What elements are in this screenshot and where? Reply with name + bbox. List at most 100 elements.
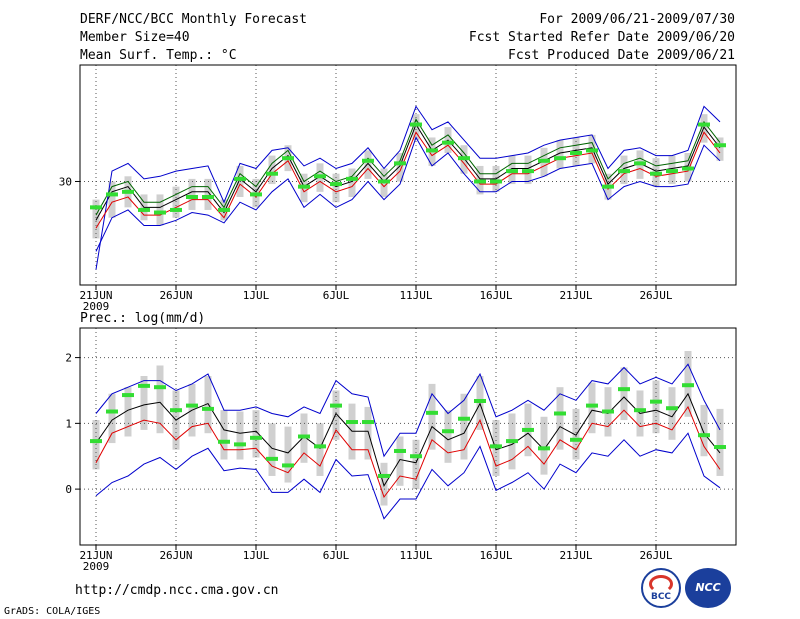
variable-label-temp: Mean Surf. Temp.: °C: [80, 48, 237, 63]
x-tick-label: 1JUL: [243, 289, 270, 302]
bcc-logo-text: BCC: [650, 592, 672, 602]
observation-marker: [650, 399, 662, 404]
observation-marker: [522, 427, 534, 432]
spread-bar: [156, 194, 164, 226]
observation-marker: [650, 171, 662, 176]
observation-marker: [346, 176, 358, 181]
observation-marker: [634, 408, 646, 413]
observation-marker: [266, 456, 278, 461]
source-url[interactable]: http://cmdp.ncc.cma.gov.cn: [75, 583, 279, 598]
spread-bar: [572, 408, 580, 460]
spread-bar: [444, 410, 452, 463]
spread-bar: [700, 404, 708, 457]
observation-marker: [634, 161, 646, 166]
observation-marker: [426, 148, 438, 153]
spread-bar: [284, 426, 292, 483]
observation-marker: [170, 408, 182, 413]
spread-bar: [396, 436, 404, 486]
observation-marker: [618, 169, 630, 174]
observation-marker: [506, 169, 518, 174]
observation-marker: [570, 437, 582, 442]
variable-label-prec: Prec.: log(mm/d): [80, 311, 206, 326]
observation-marker: [170, 207, 182, 212]
plot-frame: [79, 64, 737, 286]
observation-marker: [282, 463, 294, 468]
observation-marker: [122, 189, 134, 194]
observation-marker: [538, 158, 550, 163]
observation-marker: [106, 192, 118, 197]
observation-marker: [698, 433, 710, 438]
spread-bar: [220, 410, 228, 460]
observation-marker: [586, 403, 598, 408]
observation-marker: [186, 403, 198, 408]
observation-marker: [218, 207, 230, 212]
observation-marker: [298, 184, 310, 189]
spread-bar: [348, 168, 356, 197]
spread-bar: [188, 178, 196, 210]
observation-marker: [378, 473, 390, 478]
observation-marker: [458, 416, 470, 421]
observation-marker: [202, 406, 214, 411]
observation-marker: [602, 184, 614, 189]
observation-marker: [682, 166, 694, 171]
x-tick-label: 26JUL: [639, 549, 672, 562]
observation-marker: [506, 439, 518, 444]
observation-marker: [138, 207, 150, 212]
observation-marker: [282, 156, 294, 161]
series-line-ensemble-max: [95, 105, 721, 270]
observation-marker: [298, 434, 310, 439]
observation-marker: [90, 205, 102, 210]
x-tick-label: 21JUL: [559, 289, 592, 302]
series-line-upper-bound: [95, 118, 721, 216]
spread-bar: [588, 382, 596, 434]
x-tick-label: 21JUL: [559, 549, 592, 562]
spread-bar: [172, 186, 180, 218]
observation-marker: [250, 435, 262, 440]
spread-bar: [412, 114, 420, 141]
fcst-started-date: Fcst Started Refer Date 2009/06/20: [468, 30, 735, 45]
observation-marker: [426, 410, 438, 415]
observation-marker: [522, 169, 534, 174]
x-tick-label: 6JUL: [323, 549, 350, 562]
observation-marker: [90, 439, 102, 444]
spread-bar: [620, 367, 628, 421]
panel-precipitation: 0 1 2 21JUN 26JUN 1JUL 6JUL 11JUL 16JUL 21JUL 26JU…: [65, 327, 737, 573]
series-line-ensemble-max: [95, 363, 721, 458]
spread-bar: [204, 178, 212, 210]
observation-marker: [106, 409, 118, 414]
spread-bar: [140, 376, 148, 430]
observation-marker: [474, 179, 486, 184]
observation-marker: [458, 156, 470, 161]
observation-marker: [538, 446, 550, 451]
y-tick-label: 0: [65, 483, 72, 496]
spread-bar: [332, 390, 340, 440]
spread-bar: [396, 153, 404, 182]
spread-bar: [108, 393, 116, 444]
observation-marker: [362, 420, 374, 425]
observation-marker: [314, 174, 326, 179]
observation-marker: [714, 445, 726, 450]
observation-marker: [474, 398, 486, 403]
spread-bar: [92, 199, 100, 239]
spread-bar: [540, 416, 548, 475]
ncc-logo: NCC: [685, 568, 731, 608]
series-line-ensemble-mean: [95, 123, 721, 221]
observation-marker: [698, 122, 710, 127]
observation-marker: [346, 420, 358, 425]
observation-marker: [250, 192, 262, 197]
x-tick-label: 1JUL: [243, 549, 270, 562]
observation-marker: [410, 454, 422, 459]
spread-bar: [556, 140, 564, 169]
observation-marker: [234, 176, 246, 181]
observation-marker: [490, 179, 502, 184]
observation-marker: [314, 444, 326, 449]
observation-marker: [410, 122, 422, 127]
observation-marker: [330, 403, 342, 408]
spread-bar: [364, 150, 372, 179]
member-size: Member Size=40: [80, 30, 190, 45]
observation-marker: [554, 156, 566, 161]
observation-marker: [442, 429, 454, 434]
chart-title: DERF/NCC/BCC Monthly Forecast: [80, 12, 307, 27]
x-tick-label: 21JUN: [79, 289, 112, 302]
